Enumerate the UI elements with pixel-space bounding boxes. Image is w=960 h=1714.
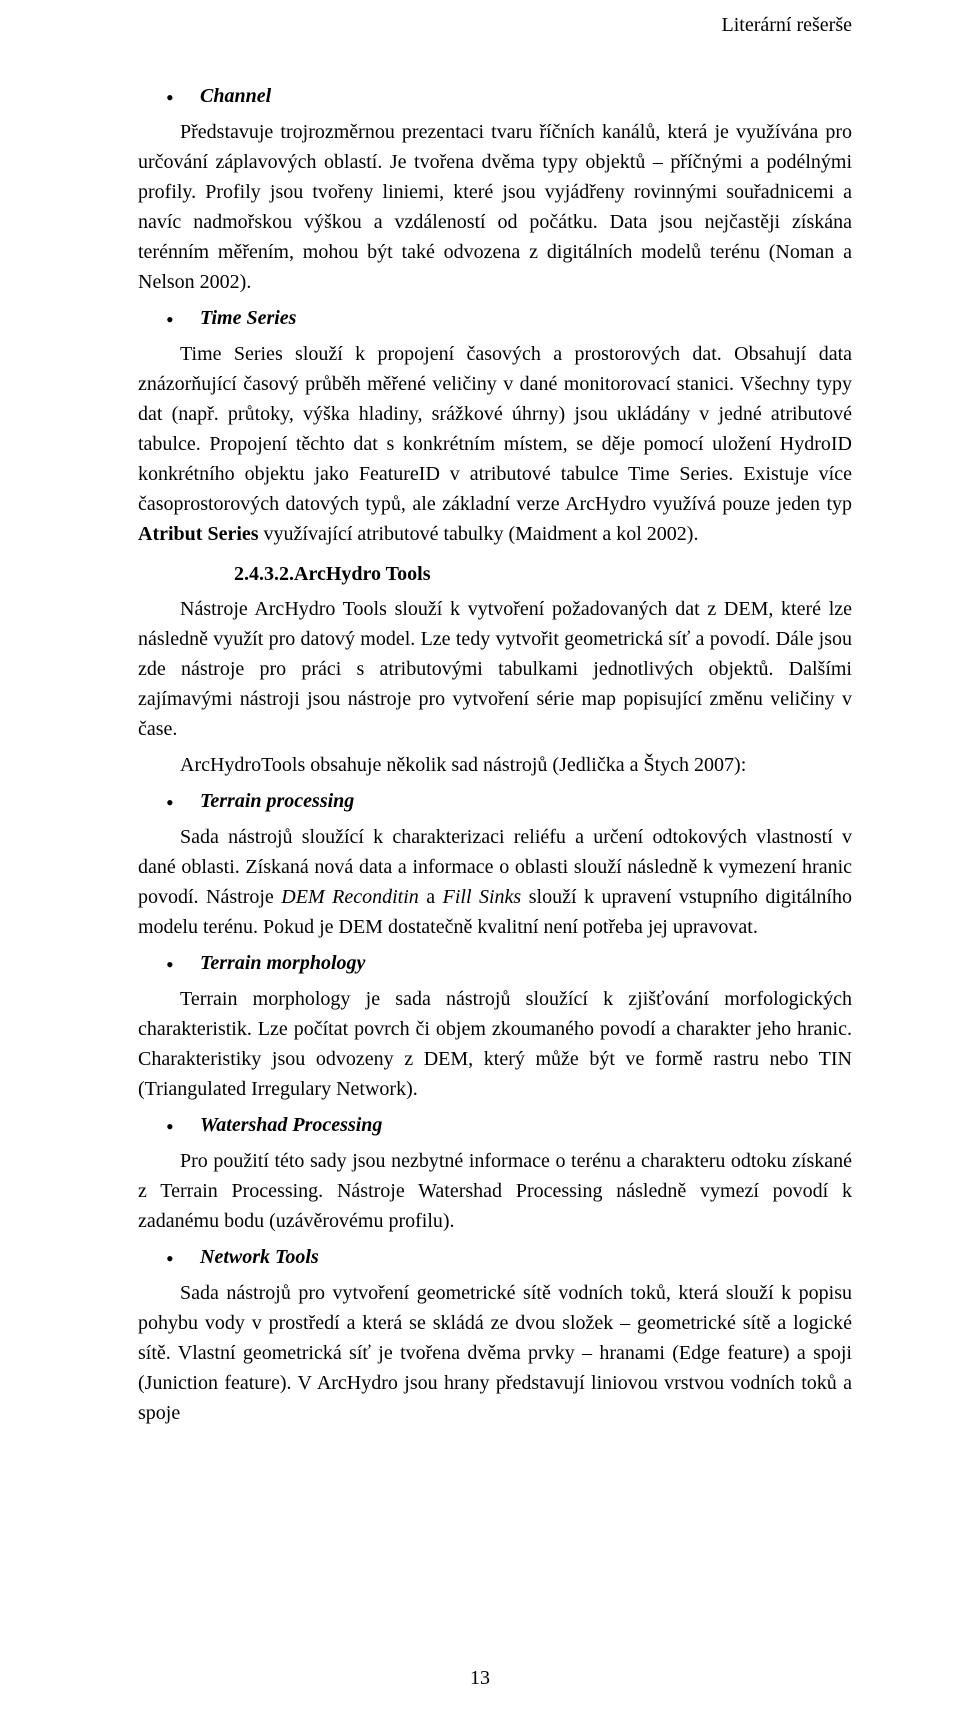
bullet-terrain-morphology: Terrain morphology [166, 948, 852, 978]
bullet-terrain-processing: Terrain processing [166, 786, 852, 816]
paragraph-archydro-1: Nástroje ArcHydro Tools slouží k vytvoře… [138, 594, 852, 744]
bullet-network-tools: Network Tools [166, 1242, 852, 1272]
bullet-list: Channel [166, 81, 852, 111]
bullet-list: Terrain morphology [166, 948, 852, 978]
paragraph-network-tools: Sada nástrojů pro vytvoření geometrické … [138, 1278, 852, 1428]
bullet-list: Network Tools [166, 1242, 852, 1272]
bullet-time-series: Time Series [166, 303, 852, 333]
paragraph-archydro-2: ArcHydroTools obsahuje několik sad nástr… [138, 750, 852, 780]
paragraph-time-series: Time Series slouží k propojení časových … [138, 339, 852, 549]
bullet-list: Watershad Processing [166, 1110, 852, 1140]
bullet-list: Time Series [166, 303, 852, 333]
paragraph-watershad: Pro použití této sady jsou nezbytné info… [138, 1146, 852, 1236]
page-number: 13 [0, 1667, 960, 1690]
heading-archydro-tools: 2.4.3.2.ArcHydro Tools [138, 563, 852, 586]
running-header: Literární rešerše [138, 14, 852, 37]
page: Literární rešerše Channel Představuje tr… [0, 0, 960, 1714]
bullet-watershad: Watershad Processing [166, 1110, 852, 1140]
paragraph-terrain-morphology: Terrain morphology je sada nástrojů slou… [138, 984, 852, 1104]
paragraph-channel: Představuje trojrozměrnou prezentaci tva… [138, 117, 852, 297]
paragraph-terrain-processing: Sada nástrojů sloužící k charakterizaci … [138, 822, 852, 942]
bullet-channel: Channel [166, 81, 852, 111]
bullet-list: Terrain processing [166, 786, 852, 816]
